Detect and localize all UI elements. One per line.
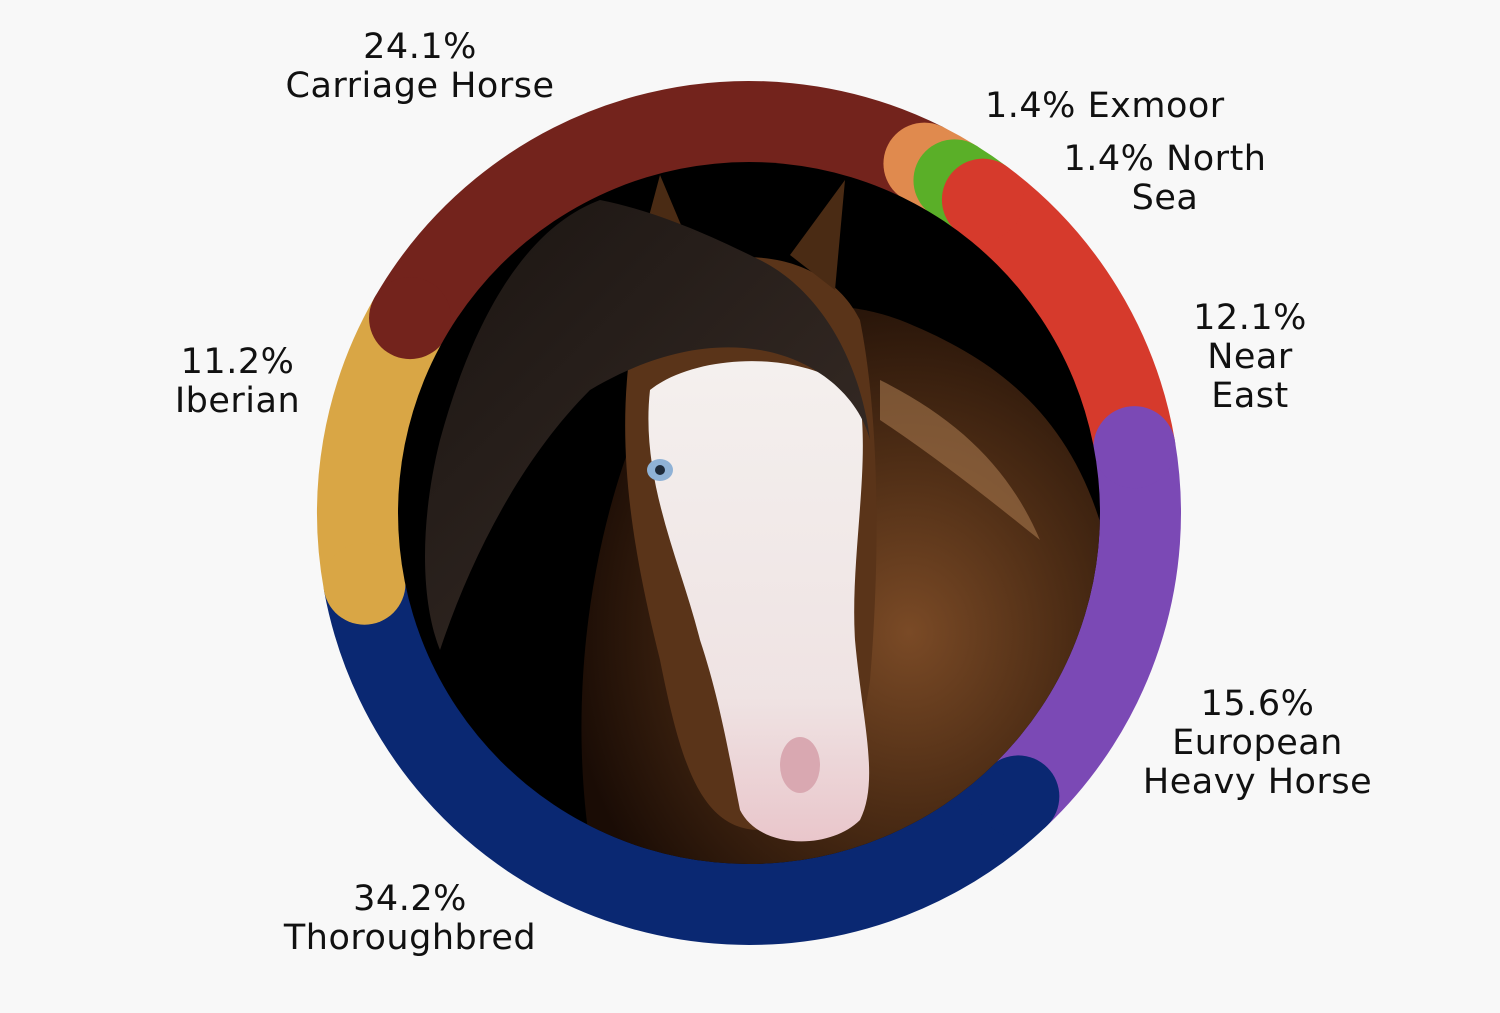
slice-line-north-sea: 1.4% North Sea — [1055, 140, 1275, 218]
slice-cap-carriage-horse — [369, 277, 452, 360]
slice-value-iberian: 11.2% — [180, 342, 295, 382]
slice-carriage-horse — [374, 81, 943, 339]
slice-european-heavy-horse — [989, 440, 1181, 827]
slice-label-carriage-horse: 24.1% Carriage Horse — [270, 28, 570, 106]
slice-cap-iberian — [323, 542, 406, 625]
slice-value-thoroughbred: 34.2% — [353, 879, 467, 919]
slice-value-european-heavy-horse: 15.6% — [1200, 684, 1315, 724]
slice-thoroughbred — [324, 576, 1047, 945]
slice-label-thoroughbred: 34.2% Thoroughbred — [260, 880, 560, 958]
slice-value-north-sea: 1.4% — [1063, 139, 1155, 179]
horse-photo — [398, 162, 1100, 864]
slice-name-european-heavy-horse: European Heavy Horse — [1142, 723, 1373, 802]
slice-value-carriage-horse: 24.1% — [363, 27, 477, 67]
slice-name-iberian: Iberian — [174, 381, 301, 421]
slice-label-north-sea: 1.4% North Sea — [1055, 140, 1275, 218]
slice-value-exmoor: 1.4% — [985, 86, 1076, 126]
slice-cap-thoroughbred — [977, 755, 1060, 838]
slice-cap-near-east — [941, 158, 1024, 241]
slice-name-north-sea: North Sea — [1131, 139, 1267, 218]
slice-label-near-east: 12.1% Near East — [1190, 299, 1310, 416]
slice-label-exmoor: 1.4% Exmoor — [985, 87, 1225, 126]
donut-ring — [317, 81, 1181, 945]
slice-label-iberian: 11.2% Iberian — [160, 343, 315, 421]
slice-name-thoroughbred: Thoroughbred — [283, 918, 537, 958]
slice-name-exmoor: Exmoor — [1087, 86, 1225, 126]
slice-label-european-heavy-horse: 15.6% European Heavy Horse — [1120, 685, 1395, 802]
slice-name-carriage-horse: Carriage Horse — [285, 66, 555, 106]
slice-name-near-east: Near East — [1207, 337, 1293, 416]
slice-value-near-east: 12.1% — [1193, 298, 1307, 338]
slice-cap-european-heavy-horse — [1093, 406, 1176, 489]
